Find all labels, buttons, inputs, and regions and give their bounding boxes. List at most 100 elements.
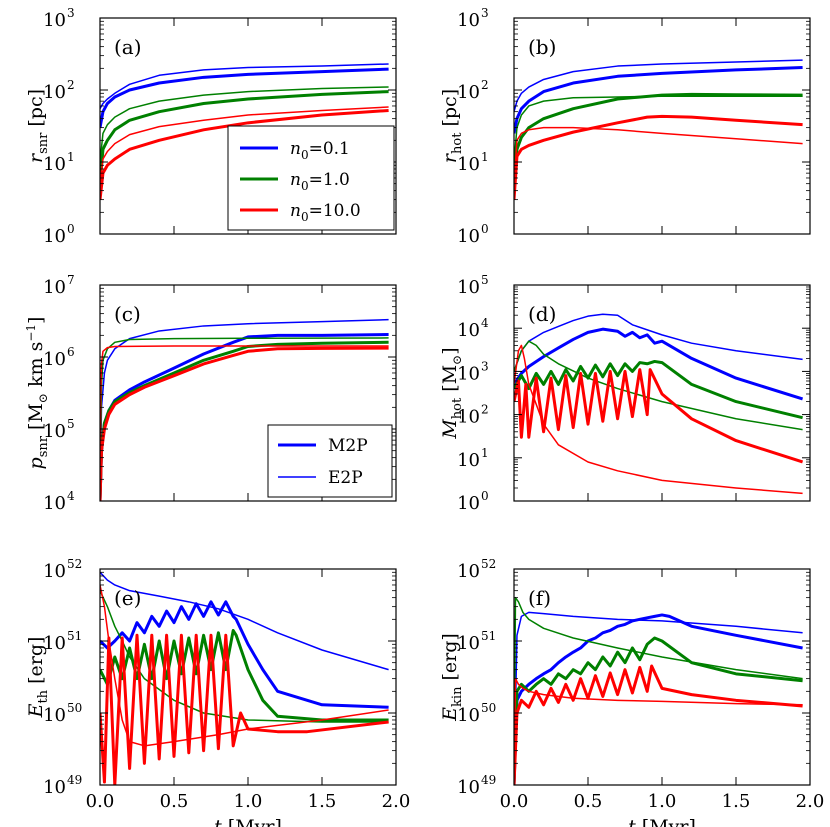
y-tick-exponent: 52 bbox=[67, 557, 82, 571]
legend-label: M2P bbox=[328, 436, 368, 456]
series-line-2 bbox=[514, 92, 803, 184]
y-tick-label: 10 bbox=[457, 277, 480, 298]
plot-frame bbox=[513, 17, 811, 235]
series-line-0 bbox=[100, 67, 389, 128]
y-tick-exponent: 3 bbox=[67, 6, 75, 20]
y-tick-label: 10 bbox=[43, 226, 66, 247]
y-tick-label: 10 bbox=[43, 633, 66, 654]
y-tick-exponent: 2 bbox=[67, 78, 75, 92]
y-tick-exponent: 51 bbox=[481, 629, 496, 643]
y-tick-exponent: 7 bbox=[67, 273, 75, 287]
series-line-4 bbox=[514, 114, 803, 200]
y-axis-label: rhot [pc] bbox=[439, 89, 465, 163]
y-tick-label: 10 bbox=[43, 777, 66, 798]
y-tick-exponent: 1 bbox=[481, 446, 489, 460]
series-line-3 bbox=[514, 95, 803, 163]
y-tick-label: 10 bbox=[43, 82, 66, 103]
y-tick-label: 10 bbox=[43, 421, 66, 442]
y-tick-label: 10 bbox=[457, 450, 480, 471]
series-line-2 bbox=[514, 359, 803, 420]
y-tick-label: 10 bbox=[457, 633, 480, 654]
legend-label: n0=0.1 bbox=[290, 139, 350, 162]
series-line-1 bbox=[100, 571, 389, 671]
y-tick-label: 10 bbox=[457, 320, 480, 341]
series-line-1 bbox=[514, 59, 803, 112]
y-tick-exponent: 2 bbox=[481, 78, 489, 92]
series-line-2 bbox=[100, 90, 389, 184]
series-line-5 bbox=[514, 344, 803, 495]
series-line-1 bbox=[100, 318, 389, 501]
y-tick-exponent: 5 bbox=[67, 417, 75, 431]
y-tick-exponent: 2 bbox=[481, 403, 489, 417]
y-tick-exponent: 50 bbox=[67, 701, 82, 715]
series-line-0 bbox=[514, 613, 803, 785]
y-tick-exponent: 3 bbox=[481, 6, 489, 20]
series-line-0 bbox=[514, 66, 803, 134]
series-line-0 bbox=[514, 327, 804, 401]
y-tick-exponent: 5 bbox=[481, 273, 489, 287]
y-tick-label: 10 bbox=[43, 493, 66, 514]
y-tick-label: 10 bbox=[43, 349, 66, 370]
y-tick-label: 10 bbox=[457, 777, 480, 798]
legend-label: E2P bbox=[328, 468, 363, 488]
x-tick-label: 2.0 bbox=[796, 791, 825, 812]
x-tick-label: 2.0 bbox=[382, 791, 411, 812]
y-tick-label: 10 bbox=[43, 277, 66, 298]
x-axis-label: t [Myr] bbox=[628, 816, 696, 827]
x-tick-label: 1.5 bbox=[722, 791, 751, 812]
series-line-4 bbox=[514, 664, 803, 785]
legend-box bbox=[267, 424, 393, 498]
legend-label: n0=1.0 bbox=[290, 170, 350, 193]
y-tick-exponent: 49 bbox=[67, 773, 82, 787]
y-axis-label: psnr [M⊙ km s−1] bbox=[24, 317, 51, 470]
y-tick-label: 10 bbox=[457, 226, 480, 247]
y-tick-exponent: 6 bbox=[67, 345, 75, 359]
y-tick-exponent: 49 bbox=[481, 773, 496, 787]
series-line-3 bbox=[514, 596, 803, 785]
y-tick-label: 10 bbox=[457, 10, 480, 31]
panel-label: (d) bbox=[528, 302, 556, 326]
y-tick-exponent: 3 bbox=[481, 359, 489, 373]
y-tick-label: 10 bbox=[43, 705, 66, 726]
y-axis-label: Ekin [erg] bbox=[439, 633, 465, 722]
series-line-5 bbox=[100, 106, 389, 184]
panel-label: (b) bbox=[528, 35, 556, 59]
y-axis-label: Mhot [M⊙] bbox=[439, 347, 465, 439]
series-line-2 bbox=[514, 636, 803, 785]
x-tick-label: 0.0 bbox=[86, 791, 115, 812]
x-tick-label: 0.5 bbox=[574, 791, 603, 812]
y-tick-exponent: 50 bbox=[481, 701, 496, 715]
y-tick-label: 10 bbox=[43, 10, 66, 31]
y-axis-label: rsnr [pc] bbox=[25, 89, 51, 163]
series-line-1 bbox=[514, 313, 803, 372]
y-tick-label: 10 bbox=[457, 493, 480, 514]
y-tick-exponent: 51 bbox=[67, 629, 82, 643]
series-line-5 bbox=[514, 126, 803, 184]
x-tick-label: 1.5 bbox=[308, 791, 337, 812]
x-tick-label: 1.0 bbox=[648, 791, 677, 812]
series-line-3 bbox=[100, 590, 389, 723]
series-line-5 bbox=[100, 584, 389, 747]
y-tick-exponent: 4 bbox=[67, 489, 75, 503]
series-line-4 bbox=[100, 108, 389, 200]
panel-label: (e) bbox=[114, 586, 141, 610]
legend-label: n0=10.0 bbox=[290, 201, 361, 224]
y-tick-label: 10 bbox=[457, 561, 480, 582]
series-line-3 bbox=[514, 340, 803, 431]
series-line-4 bbox=[100, 346, 389, 501]
x-tick-label: 0.0 bbox=[500, 791, 529, 812]
y-tick-label: 10 bbox=[457, 705, 480, 726]
y-axis-label: Eth [erg] bbox=[25, 637, 51, 719]
panel-label: (f) bbox=[528, 586, 551, 610]
y-tick-label: 10 bbox=[457, 363, 480, 384]
series-line-2 bbox=[100, 340, 389, 501]
x-axis-label: t [Myr] bbox=[214, 816, 282, 827]
y-tick-exponent: 52 bbox=[481, 557, 496, 571]
panel-label: (a) bbox=[114, 35, 142, 59]
